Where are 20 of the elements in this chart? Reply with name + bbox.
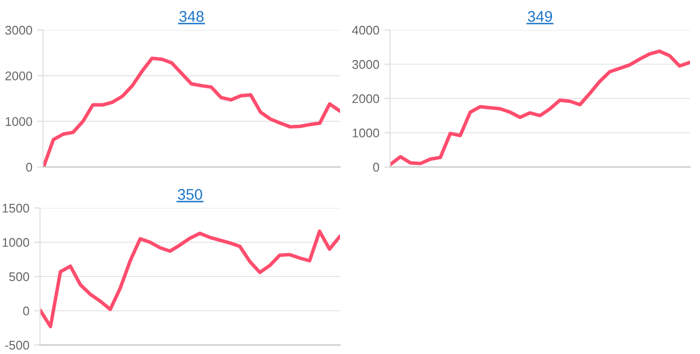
chart-title: 348 xyxy=(179,11,204,22)
y-tick-label: 1000 xyxy=(2,238,30,247)
y-tick-label: 1000 xyxy=(352,128,380,138)
y-tick-label: 1500 xyxy=(2,204,30,213)
line-series xyxy=(43,56,340,167)
y-tick-label: -500 xyxy=(5,340,30,350)
chart-title: 350 xyxy=(178,189,202,200)
y-tick-label: 0 xyxy=(373,162,380,172)
y-tick-label: 2000 xyxy=(352,94,380,104)
y-tick-label: 500 xyxy=(9,272,30,282)
y-tick-label: 4000 xyxy=(352,26,380,35)
y-tick-label: 3000 xyxy=(5,26,32,35)
line-series xyxy=(390,50,690,166)
y-tick-label: 0 xyxy=(23,306,30,316)
y-tick-label: 3000 xyxy=(352,60,380,69)
y-tick-label: 2000 xyxy=(5,71,32,80)
line-series xyxy=(40,230,340,328)
y-tick-label: 1000 xyxy=(6,117,32,126)
chart-title: 349 xyxy=(528,11,552,22)
y-tick-label: 0 xyxy=(26,162,32,172)
